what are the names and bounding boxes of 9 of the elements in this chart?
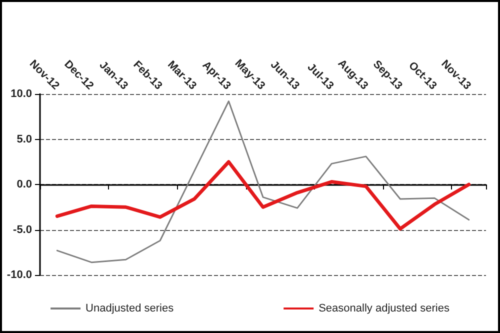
y-tick-label: -5.0 (13, 224, 32, 236)
y-tick-label: 0.0 (16, 178, 32, 190)
y-tick-label: 5.0 (16, 133, 32, 146)
y-tick-label: 10.0 (10, 88, 32, 100)
line-series (56, 100, 470, 264)
legend-label: Unadjusted series (86, 302, 174, 314)
line-series (55, 160, 471, 231)
y-tick-label: -10.0 (6, 269, 32, 281)
legend-label: Seasonally adjusted series (318, 302, 450, 314)
